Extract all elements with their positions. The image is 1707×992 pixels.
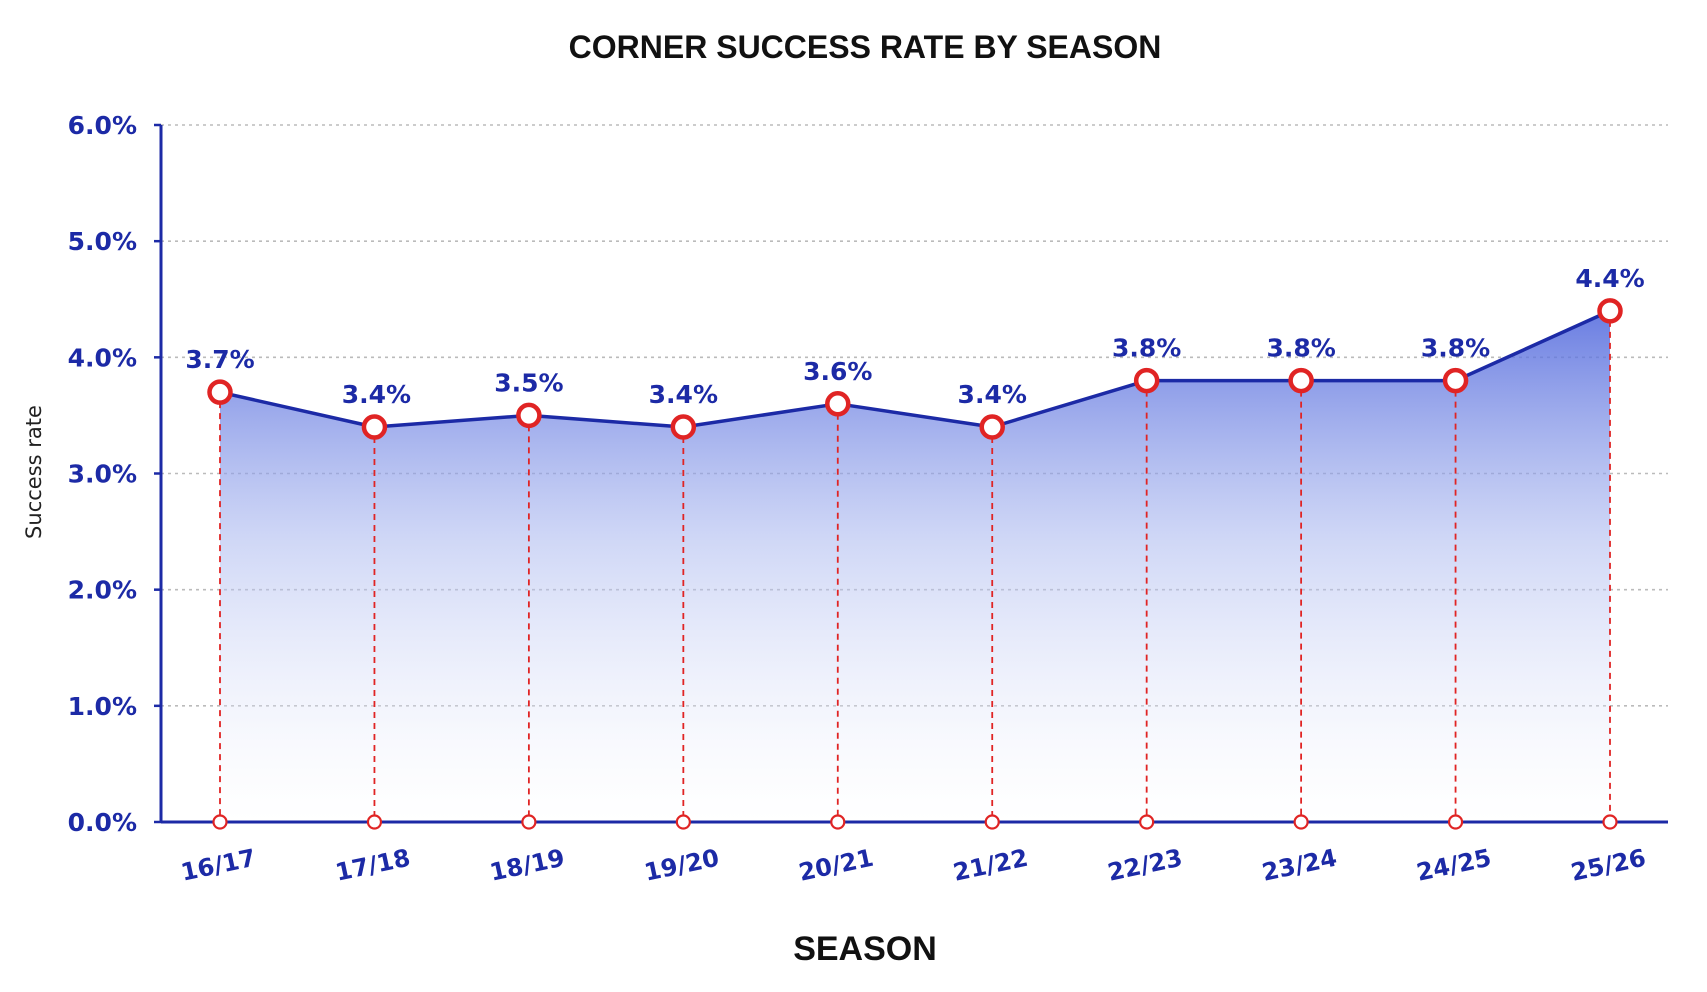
x-axis-ticks: 16/17 17/18 18/19 19/20 20/21 21/22 22/23 23/24… [178,844,1648,887]
y-tick-label: 3.0% [68,460,137,489]
data-point-marker [361,414,388,440]
baseline-marker [984,814,1000,830]
data-point-marker [979,414,1005,440]
y-axis-ticks: 0.0% 1.0% 2.0% 3.0% 4.0% 5.0% 6.0% [68,111,161,837]
data-label: 3.4% [342,380,411,409]
data-label: 3.4% [958,380,1027,409]
baseline-marker [212,814,228,830]
baseline-marker [1293,814,1309,830]
droplines [219,320,1611,815]
x-tick-label: 18/19 [487,844,567,887]
x-tick-label: 24/25 [1414,844,1494,887]
data-point-marker [516,402,542,429]
data-label: 3.7% [185,345,254,374]
x-tick-label: 23/24 [1260,844,1340,887]
baseline-marker [521,814,537,830]
area-fill [220,310,1610,822]
data-label: 3.8% [1266,334,1335,363]
y-tick-label: 6.0% [68,111,137,140]
data-point-marker [825,391,851,417]
x-axis-title: SEASON [793,930,937,968]
x-tick-label: 20/21 [796,844,876,887]
baseline-marker [1447,814,1464,830]
baseline-markers [212,814,1618,830]
y-tick-label: 5.0% [68,227,137,256]
y-tick-label: 4.0% [68,343,137,372]
data-point-marker [1288,367,1314,394]
data-labels: 3.7% 3.4% 3.5% 3.4% 3.6% 3.4% 3.8% 3.8% 3.8% 4.4% [185,264,1644,409]
baseline-marker [830,814,846,830]
data-point-marker [1597,298,1623,324]
baseline-marker [1139,814,1155,830]
baseline-marker [675,814,691,830]
y-tick-label: 0.0% [68,808,137,837]
baseline-marker [366,814,383,830]
x-tick-label: 16/17 [178,844,258,887]
data-label: 4.4% [1575,264,1644,293]
data-point-marker [1442,367,1469,394]
x-tick-label: 19/20 [642,844,722,887]
data-label: 3.6% [803,357,872,386]
y-tick-label: 1.0% [68,692,137,721]
data-label: 3.4% [649,380,718,409]
y-tick-label: 2.0% [68,576,137,605]
y-axis-title: Success rate [22,405,46,539]
data-point-marker [207,379,233,405]
data-point-marker [670,414,697,440]
data-point-marker [1133,367,1160,394]
baseline-marker [1602,814,1618,830]
data-markers [207,298,1623,440]
x-tick-label: 22/23 [1105,844,1185,887]
data-label: 3.8% [1112,334,1181,363]
x-tick-label: 17/18 [333,844,413,887]
series-line [219,309,1611,429]
data-label: 3.5% [494,368,563,397]
x-tick-label: 25/26 [1568,844,1648,887]
chart-title: CORNER SUCCESS RATE BY SEASON [569,29,1162,65]
data-label: 3.8% [1421,334,1490,363]
x-tick-label: 21/22 [951,844,1031,887]
